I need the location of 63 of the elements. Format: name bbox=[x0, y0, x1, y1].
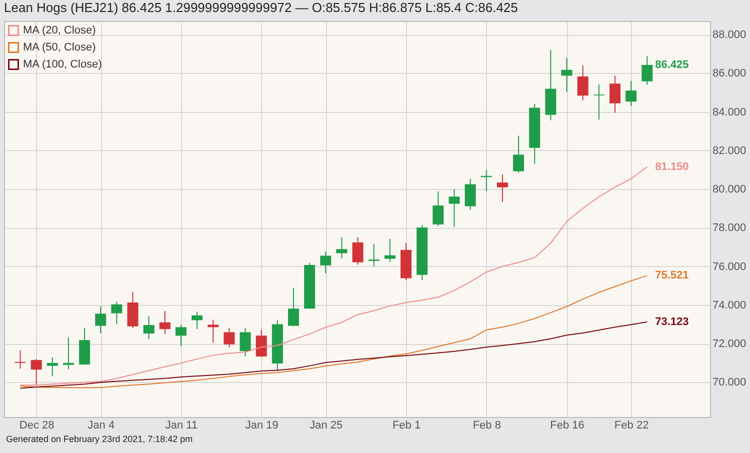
candlestick bbox=[256, 329, 267, 358]
x-tick-label: Feb 1 bbox=[392, 420, 421, 432]
text: 86.425 bbox=[655, 58, 689, 71]
candlestick bbox=[384, 238, 396, 262]
candlestick bbox=[626, 80, 637, 106]
line-series bbox=[20, 275, 648, 388]
candlestick bbox=[352, 236, 364, 266]
y-tick-label: 70.000 bbox=[712, 376, 746, 389]
candlestick bbox=[175, 324, 186, 346]
candlestick bbox=[224, 328, 235, 348]
data-label: 81.150 bbox=[655, 160, 689, 173]
data-label: 75.521 bbox=[655, 270, 689, 282]
y-tick-label: 72.000 bbox=[712, 338, 746, 350]
legend-label: MA (100, Close) bbox=[23, 58, 102, 70]
candlestick bbox=[14, 350, 26, 370]
legend-label: MA (20, Close) bbox=[23, 24, 96, 36]
candlestick bbox=[642, 56, 653, 86]
candlestick bbox=[62, 336, 74, 370]
y-tick-label: 78.000 bbox=[712, 222, 746, 234]
x-tick-label: Dec 28 bbox=[19, 420, 54, 432]
candlestick bbox=[496, 174, 508, 202]
y-tick-label: 80.000 bbox=[712, 184, 746, 196]
candlestick bbox=[95, 306, 106, 334]
x-tick-label: Jan 11 bbox=[165, 420, 198, 432]
y-tick-label: 76.000 bbox=[712, 260, 746, 273]
candlestick bbox=[192, 311, 203, 330]
x-tick-label: Feb 8 bbox=[472, 420, 501, 432]
candlestick bbox=[127, 292, 138, 329]
y-tick-label: 86.000 bbox=[712, 68, 746, 80]
candlestick bbox=[30, 358, 42, 386]
candlestick bbox=[561, 57, 572, 92]
candlestick bbox=[336, 236, 348, 259]
candlestick bbox=[159, 310, 170, 334]
y-tick-label: 82.000 bbox=[712, 144, 746, 157]
chart-title: Lean Hogs (HEJ21) 86.425 1.2999999999999972 — O:85.575 H:86.875 L:85.4 C:86.425 bbox=[4, 0, 518, 15]
candlestick bbox=[208, 319, 219, 344]
x-tick-label: Feb 16 bbox=[550, 420, 584, 432]
candlestick bbox=[464, 178, 476, 210]
line-series bbox=[20, 166, 648, 386]
candlestick bbox=[240, 328, 251, 357]
data-label: 73.123 bbox=[655, 316, 689, 328]
candlestick bbox=[288, 287, 300, 327]
candlestick bbox=[577, 64, 588, 101]
x-tick-label: Jan 4 bbox=[88, 420, 115, 432]
candlestick bbox=[513, 135, 524, 174]
text: Generated on February 23rd 2021, 7:18:42 pm bbox=[5, 433, 194, 446]
y-tick-label: 74.000 bbox=[712, 299, 746, 312]
candlestick bbox=[111, 301, 122, 325]
line-series bbox=[20, 321, 648, 389]
candlestick bbox=[143, 316, 154, 340]
y-tick-label: 84.000 bbox=[712, 106, 746, 118]
y-tick-label: 88.000 bbox=[712, 29, 746, 42]
candlestick bbox=[46, 356, 58, 377]
candlestick bbox=[448, 188, 460, 228]
legend-label: MA (50, Close) bbox=[23, 42, 96, 54]
x-tick-label: Jan 19 bbox=[245, 420, 278, 432]
candlestick bbox=[593, 84, 604, 120]
candlestick bbox=[432, 190, 444, 227]
candlestick bbox=[320, 250, 332, 274]
x-tick-label: Jan 25 bbox=[310, 420, 343, 432]
candlestick bbox=[609, 75, 620, 114]
candlestick bbox=[368, 243, 380, 267]
x-tick-label: Feb 22 bbox=[614, 420, 649, 432]
